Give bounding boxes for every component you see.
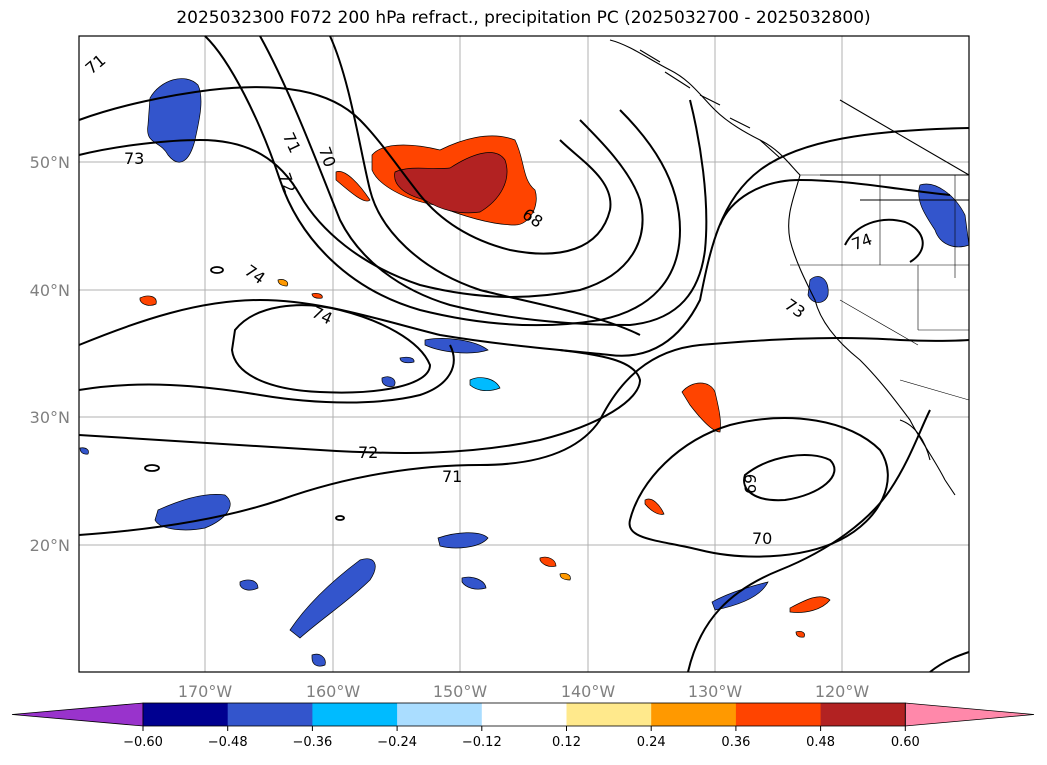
contour-label: 73 (124, 149, 144, 168)
colorbar-segment (143, 703, 229, 726)
colorbar-segment (820, 703, 906, 726)
colorbar-outline (142, 702, 906, 727)
precip-negative-area (424, 338, 489, 354)
precip-positive-area (311, 293, 323, 299)
colorbar-segment (481, 703, 567, 726)
colorbar-tick-label: 0.36 (721, 735, 750, 750)
precip-negative-area (469, 377, 501, 392)
precip-positive-area (559, 573, 571, 581)
precip-negative-area (79, 447, 89, 455)
colorbar-tick-label: −0.36 (292, 735, 332, 750)
contour-label: 69 (741, 474, 760, 494)
precip-negative-area (461, 576, 487, 590)
precip-negative-area (807, 276, 829, 303)
colorbar-segment (397, 703, 483, 726)
precip-positive-area (335, 171, 371, 202)
colorbar-tick-label: 0.60 (891, 735, 920, 750)
colorbar-segment (312, 703, 398, 726)
lon-label: 130°W (688, 682, 743, 701)
lat-label: 20°N (30, 536, 70, 555)
precip-positive-area (681, 382, 721, 433)
precip-negative-area (289, 558, 376, 639)
lon-label: 170°W (178, 682, 233, 701)
colorbar-tick-label: −0.24 (377, 735, 417, 750)
map-frame (78, 35, 970, 673)
lon-label: 160°W (306, 682, 361, 701)
precip-positive-area (789, 596, 831, 613)
colorbar-segment (227, 703, 313, 726)
colorbar-tick-label: −0.12 (462, 735, 502, 750)
colorbar-tick-label: 0.48 (806, 735, 835, 750)
plot-area (78, 35, 970, 673)
latitude-labels: 50°N 40°N 30°N 20°N (30, 153, 70, 555)
lon-label: 140°W (561, 682, 616, 701)
contour-islands (144, 266, 345, 521)
precip-negative-area (381, 376, 396, 387)
precip-positive-area (277, 279, 289, 287)
contour-label: 72 (358, 443, 378, 462)
colorbar-tick-label: 0.24 (637, 735, 666, 750)
precip-positive-area (644, 498, 665, 515)
colorbar-tick-label: −0.60 (123, 735, 163, 750)
precip-positive-area (539, 556, 557, 567)
colorbar-extend-high (904, 702, 1035, 727)
contour-label: 71 (442, 467, 462, 486)
lon-label: 150°W (433, 682, 488, 701)
colorbar-segment (735, 703, 822, 726)
contour-label: 70 (752, 529, 772, 548)
longitude-labels: 170°W 160°W 150°W 140°W 130°W 120°W (178, 682, 870, 701)
precip-negative-area (399, 356, 415, 364)
precip-negative-area (311, 653, 326, 667)
colorbar-tick-label: 0.12 (552, 735, 581, 750)
map-title: 2025032300 F072 200 hPa refract., precip… (176, 8, 871, 28)
colorbar: −0.60 −0.48 −0.36 −0.24 −0.12 0.12 0.24 0.36 0.4… (11, 702, 1035, 750)
precip-negative-area (239, 579, 259, 591)
precip-negative-area (154, 494, 231, 531)
precip-positive-area (795, 631, 805, 638)
precip-positive-area (139, 295, 157, 306)
contour-lines (78, 35, 970, 673)
colorbar-extend-low (11, 702, 144, 727)
lat-label: 30°N (30, 408, 70, 427)
colorbar-segment (566, 703, 652, 726)
lat-label: 40°N (30, 281, 70, 300)
colorbar-segment (651, 703, 737, 726)
lat-label: 50°N (30, 153, 70, 172)
lon-label: 120°W (815, 682, 870, 701)
precip-negative-area (437, 532, 489, 549)
colorbar-tick-label: −0.48 (208, 735, 248, 750)
